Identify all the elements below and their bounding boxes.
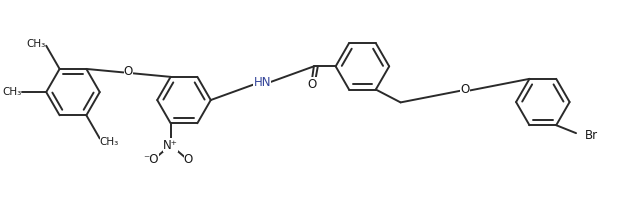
Text: O: O xyxy=(308,78,316,91)
Text: N⁺: N⁺ xyxy=(163,139,178,152)
Text: Br: Br xyxy=(585,129,598,142)
Text: O: O xyxy=(461,83,470,96)
Text: CH₃: CH₃ xyxy=(26,39,45,49)
Text: O: O xyxy=(184,153,193,166)
Text: ⁻O: ⁻O xyxy=(143,153,158,166)
Text: CH₃: CH₃ xyxy=(100,137,119,147)
Text: CH₃: CH₃ xyxy=(2,87,21,97)
Text: HN: HN xyxy=(253,76,271,89)
Text: O: O xyxy=(124,65,133,78)
